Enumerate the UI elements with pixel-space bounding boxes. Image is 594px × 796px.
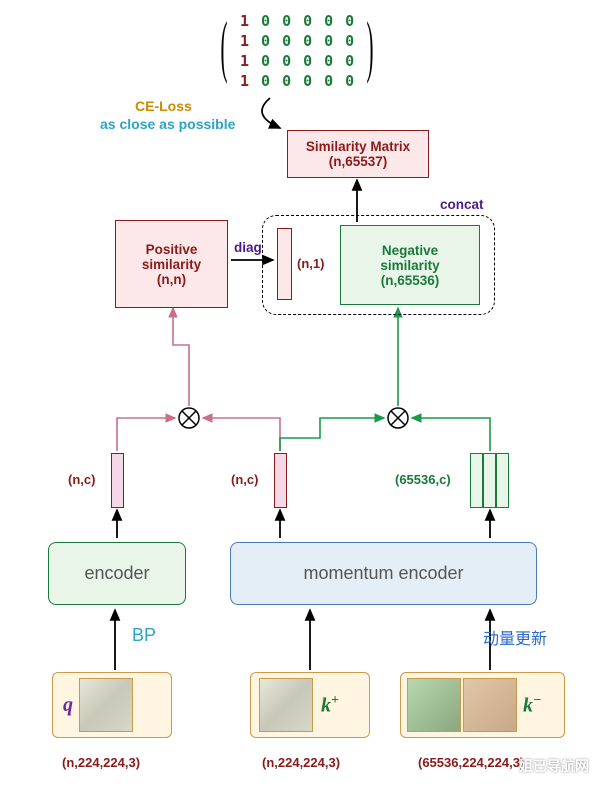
- negative-sim-box: Negative similarity (n,65536): [340, 225, 480, 305]
- vbar-km-2: [483, 453, 496, 508]
- km-shape: (65536,224,224,3): [418, 755, 524, 770]
- pos-shape: (n,n): [157, 272, 186, 287]
- pos-t1: Positive: [146, 242, 198, 257]
- n1-shape: (n,1): [297, 256, 324, 271]
- bp-label: BP: [132, 625, 156, 646]
- q-shape: (n,224,224,3): [62, 755, 140, 770]
- nc3-label: (65536,c): [395, 472, 451, 487]
- kp-symbol: k+: [321, 693, 339, 718]
- encoder-text: encoder: [84, 563, 149, 584]
- kp-shape: (n,224,224,3): [262, 755, 340, 770]
- vbar-km-3: [496, 453, 509, 508]
- vbar-kp: [274, 453, 287, 508]
- encoder-box: encoder: [48, 542, 186, 605]
- neg-shape: (n,65536): [381, 273, 440, 288]
- neg-t1: Negative: [382, 243, 438, 258]
- sim-title: Similarity Matrix: [306, 139, 410, 154]
- similarity-matrix-box: Similarity Matrix (n,65537): [287, 130, 429, 178]
- vbar-km-1: [470, 453, 483, 508]
- km-img1-placeholder: [407, 678, 461, 732]
- kp-img-placeholder: [259, 678, 313, 732]
- nc1-label: (n,c): [68, 472, 95, 487]
- positive-sim-box: Positive similarity (n,n): [115, 220, 228, 308]
- q-symbol: q: [63, 694, 73, 717]
- kp-input-box: k+: [250, 672, 370, 738]
- sim-shape: (n,65537): [329, 154, 388, 169]
- update-label: 动量更新: [483, 625, 547, 649]
- momentum-box: momentum encoder: [230, 542, 537, 605]
- q-input-box: q: [52, 672, 172, 738]
- nc2-label: (n,c): [231, 472, 258, 487]
- q-img-placeholder: [79, 678, 133, 732]
- concat-label: concat: [440, 197, 484, 212]
- ce-loss-label: CE-Loss: [135, 98, 192, 114]
- km-input-box: k−: [400, 672, 565, 738]
- n1-box: [277, 228, 292, 300]
- watermark: 姐已导航网: [519, 756, 589, 776]
- close-label: as close as possible: [100, 116, 235, 132]
- pos-t2: similarity: [142, 257, 201, 272]
- vbar-q: [111, 453, 124, 508]
- neg-t2: similarity: [380, 258, 439, 273]
- diag-label: diag: [234, 240, 262, 255]
- similarity-matrix-display: ( 100000 100000 100000 100000 ): [228, 10, 366, 92]
- momentum-text: momentum encoder: [303, 563, 463, 584]
- km-img2-placeholder: [463, 678, 517, 732]
- km-symbol: k−: [523, 693, 541, 718]
